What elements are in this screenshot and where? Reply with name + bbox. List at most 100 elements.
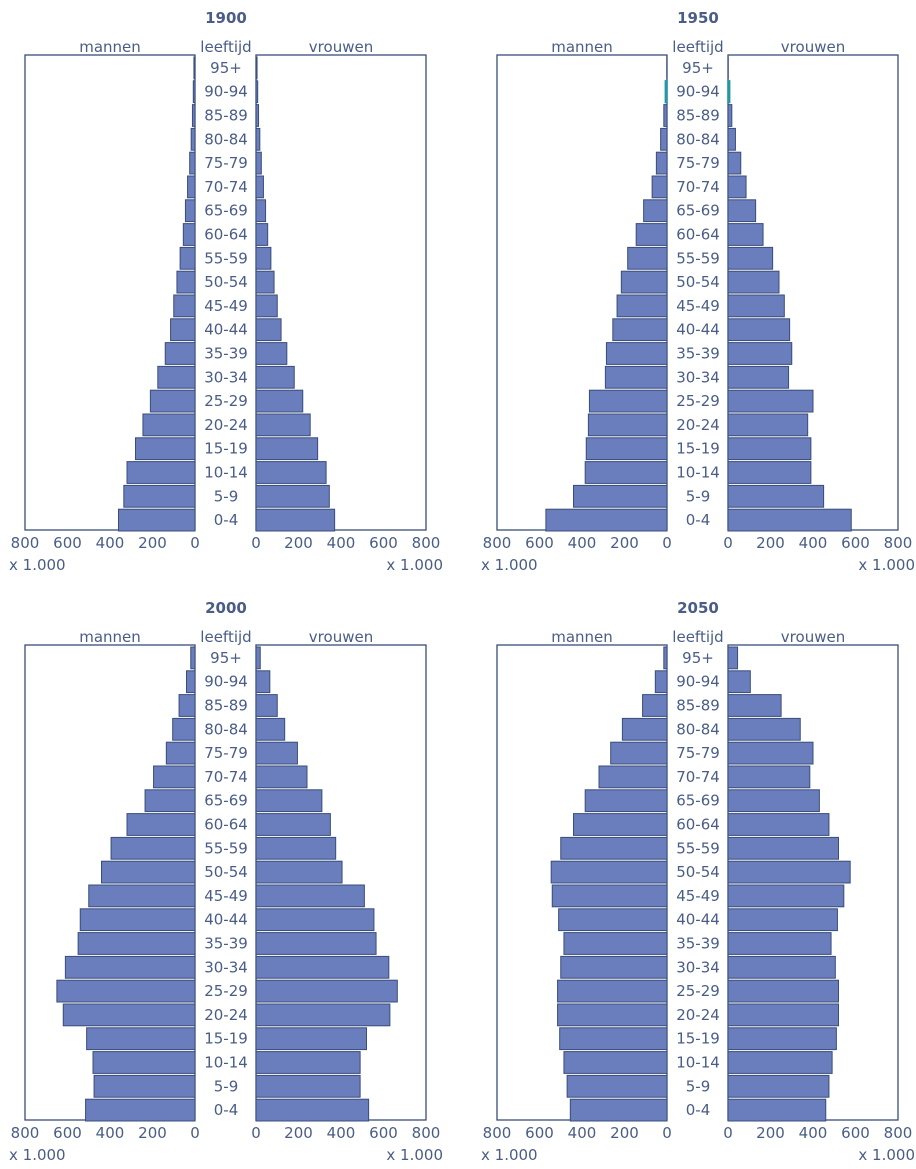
male-bar-25-29 — [149, 389, 196, 413]
age-label-50-54: 50-54 — [204, 273, 248, 291]
male-bar-20-24 — [62, 1003, 196, 1027]
age-label-35-39: 35-39 — [676, 935, 720, 953]
male-axis-tick-400: 400 — [568, 1124, 597, 1142]
age-label-35-39: 35-39 — [676, 345, 720, 363]
age-label-60-64: 60-64 — [676, 226, 720, 244]
male-bar-80-84 — [190, 127, 196, 151]
female-bar-60-64 — [255, 223, 269, 246]
age-label-15-19: 15-19 — [204, 440, 248, 458]
female-bar-45-49 — [255, 294, 278, 318]
female-axis-tick-600: 600 — [841, 1124, 870, 1142]
female-bar-55-59 — [255, 246, 272, 270]
male-bar-75-79 — [610, 741, 668, 765]
age-label-70-74: 70-74 — [204, 178, 248, 196]
male-axis-tick-0: 0 — [662, 1124, 672, 1142]
chart-title: 2000 — [205, 599, 247, 617]
female-axis-tick-600: 600 — [841, 534, 870, 552]
age-label-55-59: 55-59 — [204, 839, 248, 857]
female-bar-0-4 — [255, 508, 336, 532]
female-bar-85-89 — [727, 694, 782, 717]
age-label-0-4: 0-4 — [214, 1101, 239, 1119]
male-bar-30-34 — [64, 955, 196, 979]
female-bar-15-19 — [727, 1027, 837, 1051]
female-bar-20-24 — [727, 1003, 839, 1027]
male-bar-70-74 — [153, 765, 196, 789]
female-axis-tick-800: 800 — [412, 534, 441, 552]
female-bar-95+ — [727, 646, 739, 670]
age-label-10-14: 10-14 — [676, 1054, 720, 1072]
header-mannen: mannen — [79, 628, 141, 646]
age-label-0-4: 0-4 — [686, 1101, 711, 1119]
age-label-95+: 95+ — [682, 59, 714, 77]
female-unit-label: x 1.000 — [386, 556, 443, 574]
female-bar-50-54 — [255, 860, 343, 884]
male-bar-40-44 — [558, 908, 668, 932]
male-bar-5-9 — [93, 1074, 196, 1098]
male-axis-tick-400: 400 — [96, 1124, 125, 1142]
age-label-95+: 95+ — [210, 649, 242, 667]
female-bar-50-54 — [727, 270, 780, 294]
age-label-15-19: 15-19 — [204, 1030, 248, 1048]
female-bar-80-84 — [255, 127, 261, 151]
female-bar-25-29 — [255, 979, 398, 1003]
header-mannen: mannen — [79, 38, 141, 56]
female-bar-45-49 — [727, 294, 785, 318]
age-label-70-74: 70-74 — [676, 178, 720, 196]
age-label-35-39: 35-39 — [204, 345, 248, 363]
male-bar-25-29 — [588, 389, 668, 413]
female-bar-55-59 — [727, 246, 774, 270]
male-bar-85-89 — [642, 694, 668, 717]
age-label-25-29: 25-29 — [676, 982, 720, 1000]
male-axis-tick-600: 600 — [53, 1124, 82, 1142]
male-bar-60-64 — [635, 223, 668, 246]
female-bar-75-79 — [727, 151, 742, 175]
header-leeftijd: leeftijd — [200, 628, 251, 646]
age-label-15-19: 15-19 — [676, 440, 720, 458]
female-bar-45-49 — [255, 884, 365, 908]
male-bar-75-79 — [655, 151, 668, 175]
female-bar-0-4 — [255, 1098, 370, 1122]
male-bar-15-19 — [585, 437, 668, 461]
age-label-90-94: 90-94 — [204, 83, 248, 101]
male-bar-0-4 — [85, 1098, 196, 1122]
age-label-90-94: 90-94 — [676, 83, 720, 101]
age-label-85-89: 85-89 — [204, 107, 248, 125]
female-bar-25-29 — [727, 979, 839, 1003]
male-bar-60-64 — [573, 813, 668, 836]
male-bar-80-84 — [172, 717, 196, 741]
female-bar-60-64 — [727, 813, 830, 836]
header-vrouwen: vrouwen — [781, 38, 845, 56]
female-bar-5-9 — [727, 1074, 830, 1098]
male-bar-20-24 — [587, 413, 668, 437]
male-bar-75-79 — [165, 741, 196, 765]
age-label-15-19: 15-19 — [676, 1030, 720, 1048]
age-label-30-34: 30-34 — [204, 368, 248, 386]
age-label-75-79: 75-79 — [204, 154, 248, 172]
age-label-85-89: 85-89 — [676, 697, 720, 715]
male-bar-90-94 — [654, 670, 668, 694]
female-axis-tick-0: 0 — [251, 1124, 261, 1142]
male-bar-70-74 — [651, 175, 668, 199]
male-bar-80-84 — [621, 717, 668, 741]
female-bar-60-64 — [255, 813, 331, 836]
female-bar-40-44 — [255, 908, 375, 932]
age-label-40-44: 40-44 — [676, 321, 720, 339]
male-bar-10-14 — [126, 461, 196, 484]
age-label-45-49: 45-49 — [676, 297, 720, 315]
age-label-65-69: 65-69 — [676, 792, 720, 810]
age-label-0-4: 0-4 — [214, 511, 239, 529]
female-bar-80-84 — [727, 717, 801, 741]
header-vrouwen: vrouwen — [309, 38, 373, 56]
age-label-10-14: 10-14 — [204, 464, 248, 482]
male-bar-5-9 — [573, 484, 668, 508]
age-label-45-49: 45-49 — [204, 887, 248, 905]
female-bar-70-74 — [727, 765, 811, 789]
male-bar-45-49 — [173, 294, 196, 318]
female-bar-85-89 — [255, 694, 278, 717]
male-bar-95+ — [193, 56, 196, 80]
age-label-55-59: 55-59 — [204, 249, 248, 267]
age-label-95+: 95+ — [682, 649, 714, 667]
male-bar-35-39 — [563, 932, 668, 955]
female-bar-90-94 — [727, 80, 731, 104]
